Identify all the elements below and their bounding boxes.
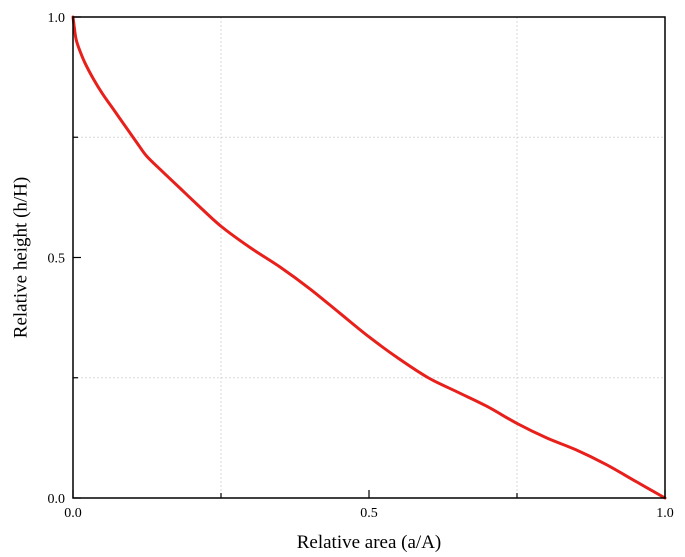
x-tick-label: 1.0 <box>656 506 674 521</box>
y-tick-label: 1.0 <box>48 11 66 26</box>
plot-frame <box>72 16 666 499</box>
series-line <box>71 15 667 500</box>
x-tick-label: 0.0 <box>64 506 82 521</box>
y-tick-label: 0.0 <box>48 492 66 507</box>
y-axis-title: Relative height (h/H) <box>10 177 31 338</box>
series-layer <box>71 15 667 500</box>
y-tick-label: 0.5 <box>48 252 66 267</box>
x-tick-label: 0.5 <box>360 506 378 521</box>
grid-lines <box>73 17 665 498</box>
x-axis-title: Relative area (a/A) <box>297 532 442 553</box>
axis-ticks <box>72 16 666 499</box>
tick-labels: 0.0 0.5 1.0 0.0 0.5 1.0 <box>48 11 674 521</box>
